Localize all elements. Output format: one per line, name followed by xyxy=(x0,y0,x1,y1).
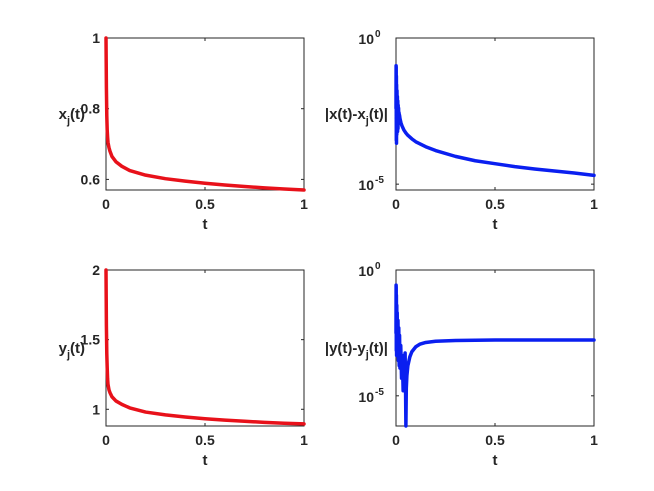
y-error-series-line xyxy=(394,283,596,428)
y-tick-base: 10 xyxy=(358,263,374,279)
y-tick-exponent: 0 xyxy=(375,29,381,40)
x-error-series-line xyxy=(394,64,596,178)
x-trajectory-axes: 0 0.5 1 0.6 0.8 1 t xj(t) xyxy=(59,30,309,233)
y-tick-base: 10 xyxy=(358,31,374,47)
y-axis-label: |x(t)-xj(t)| xyxy=(325,106,388,127)
x-tick-label: 0.5 xyxy=(485,432,505,448)
x-tick-label: 1 xyxy=(590,432,598,448)
x-error-axes: 0 0.5 110 010 -5t|x(t)-xj(t)| xyxy=(325,29,598,233)
y-axis-label-subscript: j xyxy=(365,349,369,361)
x-tick-label: 0 xyxy=(392,196,400,212)
y-tick-base: 10 xyxy=(358,389,374,405)
y-tick-base: 10 xyxy=(358,177,374,193)
y-axis-label-subscript: j xyxy=(66,349,70,361)
y-tick-label: 10 xyxy=(358,389,374,405)
axes-box xyxy=(105,269,305,427)
y-axis-label-subscript: j xyxy=(365,115,369,127)
y-axis-label-main: x xyxy=(59,106,68,123)
axes-box xyxy=(395,269,595,427)
y-tick-label: 2 xyxy=(92,262,100,278)
y-axis-label: |y(t)-yj(t)| xyxy=(325,340,388,361)
y-axis-label-tail: (t)| xyxy=(369,340,388,357)
x-axis-label: t xyxy=(203,452,208,469)
x-tick-label: 0 xyxy=(102,196,110,212)
x-axis-label: t xyxy=(493,216,498,233)
y-axis-label-tail: (t) xyxy=(70,106,85,123)
x-axis-label: t xyxy=(493,452,498,469)
y-tick-label: 1 xyxy=(92,401,100,417)
y-trajectory-axes: 0 0.5 1 1 1.5 2 t yj(t) xyxy=(59,262,309,469)
x-tick-label: 0 xyxy=(102,432,110,448)
x-tick-label: 0.5 xyxy=(485,196,505,212)
x-tick-label: 1 xyxy=(300,196,308,212)
axes-box xyxy=(395,37,595,191)
x-tick-label: 1 xyxy=(300,432,308,448)
x-tick-label: 1 xyxy=(590,196,598,212)
y-axis-label-main: y xyxy=(59,340,68,357)
y-tick-label: 10 xyxy=(358,177,374,193)
y-tick-label: 1 xyxy=(92,30,100,46)
y-tick-label: 10 xyxy=(358,31,374,47)
y-tick-exponent: -5 xyxy=(375,387,384,398)
y-axis-label: xj(t) xyxy=(59,106,85,127)
y-axis-label: yj(t) xyxy=(59,340,85,361)
y-tick-exponent: -5 xyxy=(375,175,384,186)
x-axis-label: t xyxy=(203,216,208,233)
y-axis-label-tail: (t)| xyxy=(369,106,388,123)
x-tick-label: 0 xyxy=(392,432,400,448)
x-tick-label: 0.5 xyxy=(195,196,215,212)
y-tick-label: 0.6 xyxy=(81,171,101,187)
y-axis-label-tail: (t) xyxy=(70,340,85,357)
y-axis-label-main: |y(t)-y xyxy=(325,340,367,357)
y-axis-label-main: |x(t)-x xyxy=(325,106,367,123)
x-tick-label: 0.5 xyxy=(195,432,215,448)
y-axis-label-subscript: j xyxy=(66,115,70,127)
y-trajectory-series-line xyxy=(104,268,306,426)
x-trajectory-series-line xyxy=(104,36,306,192)
y-tick-label: 10 xyxy=(358,263,374,279)
y-tick-label: 1.5 xyxy=(81,332,101,348)
y-tick-exponent: 0 xyxy=(375,261,381,272)
axes-box xyxy=(105,37,305,191)
y-tick-label: 0.8 xyxy=(81,101,101,117)
y-error-axes: 0 0.5 110 010 -5t|y(t)-yj(t)| xyxy=(325,261,598,469)
